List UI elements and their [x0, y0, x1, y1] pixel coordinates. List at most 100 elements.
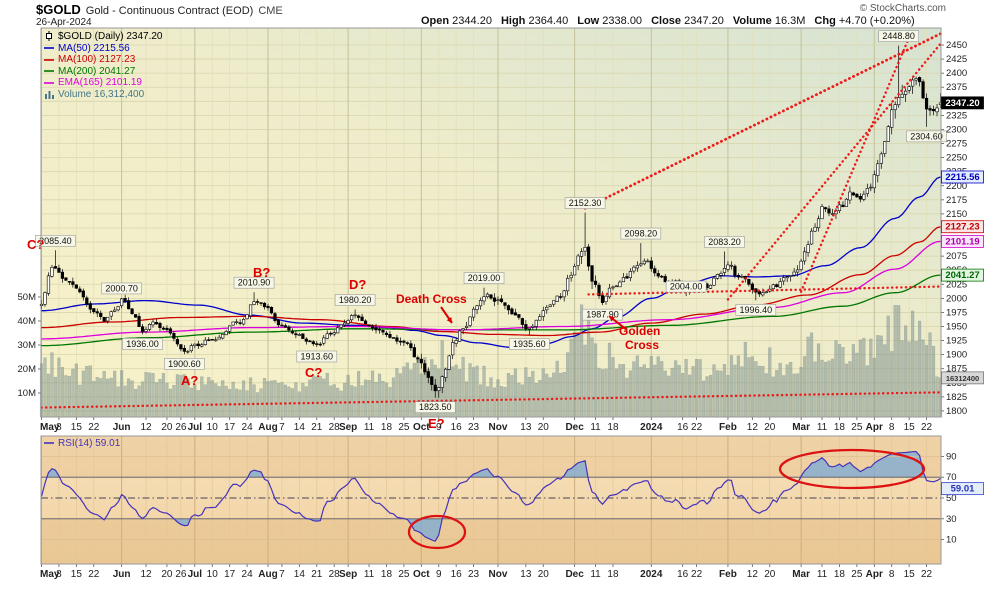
price-axis-label: 1800: [946, 406, 967, 417]
legend-item: MA(200) 2041.27: [44, 66, 163, 78]
line-icon: [44, 47, 54, 49]
x-axis-label: 8: [889, 569, 895, 580]
x-axis-label: 14: [294, 422, 306, 433]
rsi-panel: [40, 448, 941, 550]
x-axis-label: 13: [520, 422, 532, 433]
x-axis-label: 8: [56, 569, 62, 580]
x-axis-label: Jul: [188, 569, 203, 580]
quote-label: Volume: [732, 15, 772, 27]
x-axis-label: 28: [329, 569, 341, 580]
annotation-text: A?: [181, 373, 198, 388]
x-axis-label: 8: [889, 422, 895, 433]
x-axis-label: 11: [364, 569, 375, 580]
price-callout: [233, 276, 275, 289]
x-axis-label: Dec: [565, 422, 584, 433]
svg-text:1987.90: 1987.90: [586, 310, 619, 320]
x-axis-label: 7: [279, 422, 285, 433]
x-axis-label: 22: [88, 422, 100, 433]
x-axis-label: Sep: [339, 422, 357, 433]
annotation-text: D?: [349, 277, 366, 292]
main-panel-border: [40, 27, 942, 418]
svg-text:2448.80: 2448.80: [882, 31, 915, 41]
quote-row: Open 2344.20 High 2364.40 Low 2338.00 Close…: [421, 15, 915, 27]
annotation-text: B?: [253, 265, 270, 280]
x-axis-label: 22: [921, 422, 933, 433]
price-callout: [704, 236, 745, 248]
legend-item: $GOLD (Daily) 2347.20: [44, 31, 163, 43]
trendlines: [40, 28, 942, 409]
line-icon: [44, 442, 54, 445]
trendline: [587, 285, 942, 296]
x-axis-label: Dec: [565, 569, 584, 580]
x-axis-label: 18: [834, 422, 846, 433]
legend-item: Volume 16,312,400: [44, 89, 163, 101]
x-axis-label: 12: [747, 569, 759, 580]
x-axis-label: 18: [834, 569, 846, 580]
annotation-text: Death Cross: [396, 292, 467, 306]
axis-value-boxes: 2347.20 2215.56 2127.23 2101.19 2041.27 16312…: [941, 96, 984, 496]
svg-text:2127.23: 2127.23: [945, 222, 979, 233]
trendline: [40, 391, 942, 409]
quote-label: Open: [421, 15, 450, 27]
x-axis-label: 25: [851, 569, 863, 580]
price-axis-label: 1825: [946, 392, 967, 403]
rsi-axis-label: 50: [946, 493, 957, 504]
x-axis-label: 18: [381, 422, 393, 433]
x-axis-label: 2024: [640, 569, 663, 580]
rsi-panel-bg: [41, 436, 941, 564]
price-callout: [564, 197, 606, 209]
x-axis-label: 18: [607, 422, 619, 433]
svg-text:2347.20: 2347.20: [945, 98, 979, 109]
price-callout: [509, 338, 550, 350]
price-callout: [878, 30, 919, 42]
x-axis-label: Nov: [489, 422, 508, 433]
rsi-axis-label: 70: [946, 472, 957, 483]
x-axis-label: 24: [242, 422, 254, 433]
price-axis-label: 2325: [946, 110, 967, 121]
line-icon: [44, 81, 54, 84]
rsi-axis-label: 90: [946, 451, 957, 462]
x-axis-label: 26: [175, 569, 187, 580]
price-callout: [296, 350, 338, 363]
price-axis-label: 1975: [946, 307, 967, 318]
price-callout: [582, 308, 623, 321]
axis-value-box: [941, 96, 984, 110]
price-axis-label: 2275: [946, 139, 967, 150]
legend-item: MA(100) 2127.23: [44, 54, 163, 66]
title-row: $GOLD Gold - Continuous Contract (EOD) CME: [36, 2, 283, 17]
rsi-highlight-ellipse: [778, 448, 926, 490]
rsi-axis-label: 30: [946, 514, 957, 525]
volume-axis-label: 40M: [18, 316, 37, 327]
x-axis-label: 13: [520, 569, 532, 580]
svg-text:16312400: 16312400: [946, 374, 979, 383]
x-axis-label: 21: [311, 422, 323, 433]
MA(200)-line: [41, 274, 941, 347]
legend-item: EMA(165) 2101.19: [44, 77, 163, 89]
x-axis-label: 20: [161, 422, 173, 433]
volume-axis-label: 10M: [18, 388, 37, 399]
svg-text:2010.90: 2010.90: [238, 278, 271, 288]
rsi-panel-border: [40, 435, 942, 565]
price-callout: [334, 294, 376, 306]
x-axis-label: 17: [224, 569, 236, 580]
x-axis-label: 23: [468, 422, 480, 433]
trendline: [726, 42, 942, 301]
price-axis-label: 2450: [946, 40, 967, 51]
price-axis-label: 2000: [946, 293, 967, 304]
annotation-text: C?: [305, 365, 322, 380]
x-axis-label: 15: [904, 422, 916, 433]
x-axis-label: Aug: [258, 422, 277, 433]
x-axis-label: Jun: [113, 569, 131, 580]
price-callout: [164, 358, 205, 370]
candlestick-series: [39, 45, 943, 398]
quote-label: Chg: [814, 15, 836, 27]
svg-text:2101.19: 2101.19: [945, 236, 979, 247]
x-axis-label: Nov: [489, 569, 508, 580]
symbol: $GOLD: [36, 2, 81, 17]
x-axis-label: 23: [468, 569, 480, 580]
x-axis-label: 12: [140, 569, 152, 580]
x-axis-label: Mar: [792, 422, 810, 433]
price-axis-label: 2200: [946, 181, 967, 192]
